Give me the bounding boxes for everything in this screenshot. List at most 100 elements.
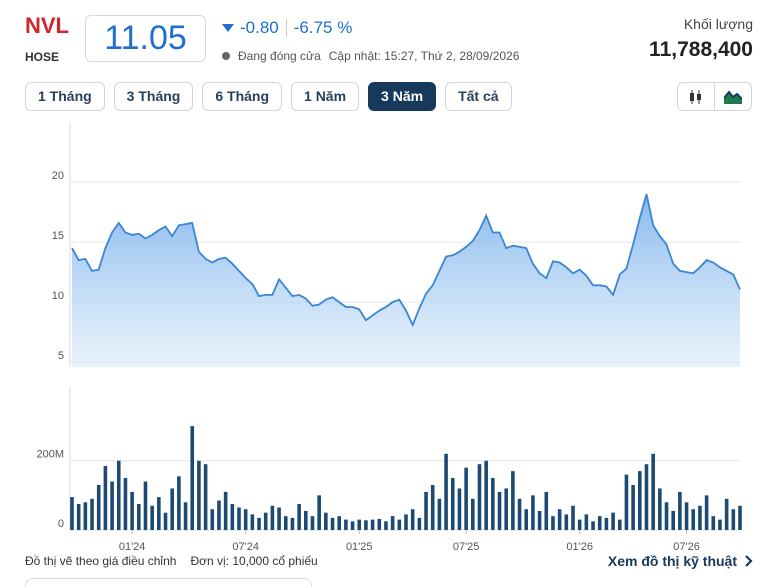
- volume-bar: [257, 517, 261, 530]
- link-text: Xem đồ thị kỹ thuật: [607, 553, 737, 569]
- range-button[interactable]: 6 Tháng: [202, 82, 283, 111]
- x-tick-label: 01'25: [346, 541, 373, 550]
- volume-bar: [377, 518, 382, 530]
- line: [71, 193, 741, 328]
- volume-bar: [638, 471, 642, 530]
- volume-bar: [277, 507, 281, 530]
- volume-bar: [551, 516, 555, 530]
- candle-button[interactable]: [678, 83, 714, 110]
- volume-bar: [577, 519, 582, 530]
- volume-bar: [537, 510, 542, 530]
- change-percent: -6.75 %: [293, 18, 353, 37]
- candle-icon: [690, 89, 701, 104]
- volume-bar: [424, 491, 428, 530]
- symbol: NVL: [25, 13, 69, 38]
- volume-bar: [444, 453, 448, 530]
- volume-bar: [450, 478, 455, 530]
- area: [72, 194, 740, 367]
- area-icon: [724, 89, 742, 104]
- range-button[interactable]: 3 Năm: [368, 82, 437, 111]
- change-value: -0.80: [240, 18, 279, 37]
- volume-bar: [137, 504, 141, 530]
- volume-bar: [571, 505, 575, 530]
- volume-bar: [491, 478, 495, 530]
- y-tick-label: 5: [58, 350, 64, 362]
- y-tick-label: 15: [52, 230, 64, 242]
- volume-bar: [283, 516, 288, 530]
- volume-bar: [597, 516, 602, 530]
- volume-bar: [330, 517, 335, 530]
- volume-bar: [390, 516, 395, 530]
- chevron: [745, 555, 753, 567]
- volume-bar: [511, 471, 515, 530]
- volume-bar: [243, 509, 248, 530]
- volume-bar: [370, 519, 375, 530]
- exchange: HOSE: [25, 50, 60, 64]
- volume: 11,788,400: [649, 38, 753, 61]
- range-button[interactable]: 1 Tháng: [25, 82, 105, 111]
- volume-bar: [604, 517, 609, 530]
- volume-bar: [524, 509, 529, 530]
- volume-bar: [190, 426, 195, 530]
- volume-bar: [263, 512, 268, 530]
- status-text: Đang đóng cửa: [238, 49, 321, 63]
- volume-bar: [684, 502, 689, 530]
- x-tick-label: 01'26: [566, 541, 593, 550]
- volume-bar: [163, 512, 168, 530]
- volume-bar: [230, 504, 235, 530]
- volume-bar: [658, 488, 662, 530]
- volume-bar: [564, 514, 569, 530]
- range-button[interactable]: 1 Năm: [291, 82, 360, 111]
- volume-bar: [731, 509, 736, 530]
- y-tick-label: 10: [52, 290, 64, 302]
- volume-bar: [410, 509, 415, 530]
- updated: Cập nhật: 15:27, Thứ 2, 28/09/2026: [328, 49, 520, 63]
- volume-bar: [724, 498, 729, 530]
- bottom-panel: [25, 578, 312, 587]
- volume-bar: [364, 520, 368, 530]
- volume-bar: [671, 510, 675, 530]
- x-tick-label: 07'24: [232, 541, 259, 550]
- volume-bar: [417, 517, 422, 530]
- volume-bar: [484, 460, 488, 530]
- volume-bar: [337, 516, 341, 530]
- volume-bar: [143, 481, 148, 530]
- change: -0.80 -6.75 %: [222, 18, 352, 38]
- volume-bar: [544, 491, 549, 530]
- volume-bar: [617, 519, 622, 530]
- volume-bar: [357, 519, 362, 530]
- x-tick-label: 01'24: [119, 541, 146, 550]
- volume-bar: [203, 464, 208, 530]
- area-button[interactable]: [714, 83, 751, 110]
- price: 11.05: [85, 15, 206, 62]
- volume-bar: [217, 500, 221, 530]
- unit: Đơn vị: 10,000 cổ phiếu: [190, 554, 318, 568]
- volume-bar: [150, 505, 154, 530]
- volume-bar: [557, 509, 562, 530]
- volume-bar: [384, 521, 388, 530]
- volume-bar: [457, 488, 462, 530]
- technical-link[interactable]: Xem đồ thị kỹ thuật: [608, 553, 753, 569]
- volume-bar: [90, 498, 94, 530]
- volume-bar: [110, 481, 114, 530]
- range-buttons: 1 Tháng 3 Tháng 6 Tháng 1 Năm 3 Năm Tất cả: [25, 82, 512, 111]
- volume-bar: [350, 521, 355, 530]
- volume-bar: [591, 521, 595, 530]
- volume-bar: [691, 509, 696, 530]
- volume-bar: [130, 491, 134, 530]
- volume-bar: [397, 519, 402, 530]
- x-tick-label: 07'25: [453, 541, 480, 550]
- range-button[interactable]: 3 Tháng: [113, 82, 194, 111]
- volume-bar: [116, 460, 121, 530]
- status-dot: [222, 52, 230, 60]
- charts: 5 10 15 20 0 200M 01'24 07'24 01'25 07'25 01'26 07'…: [36, 122, 742, 550]
- volume-bar: [83, 502, 88, 530]
- y-tick-label: 20: [52, 170, 64, 182]
- volume-bar: [197, 460, 201, 530]
- range-button[interactable]: Tất cả: [445, 82, 512, 111]
- volume-bar: [430, 484, 435, 530]
- footer-notes: Đồ thị vẽ theo giá điều chỉnh Đơn vị: 10…: [25, 554, 318, 568]
- y-tick-label: 0: [58, 518, 64, 530]
- down-arrow: [222, 24, 234, 32]
- volume-bar: [678, 491, 682, 530]
